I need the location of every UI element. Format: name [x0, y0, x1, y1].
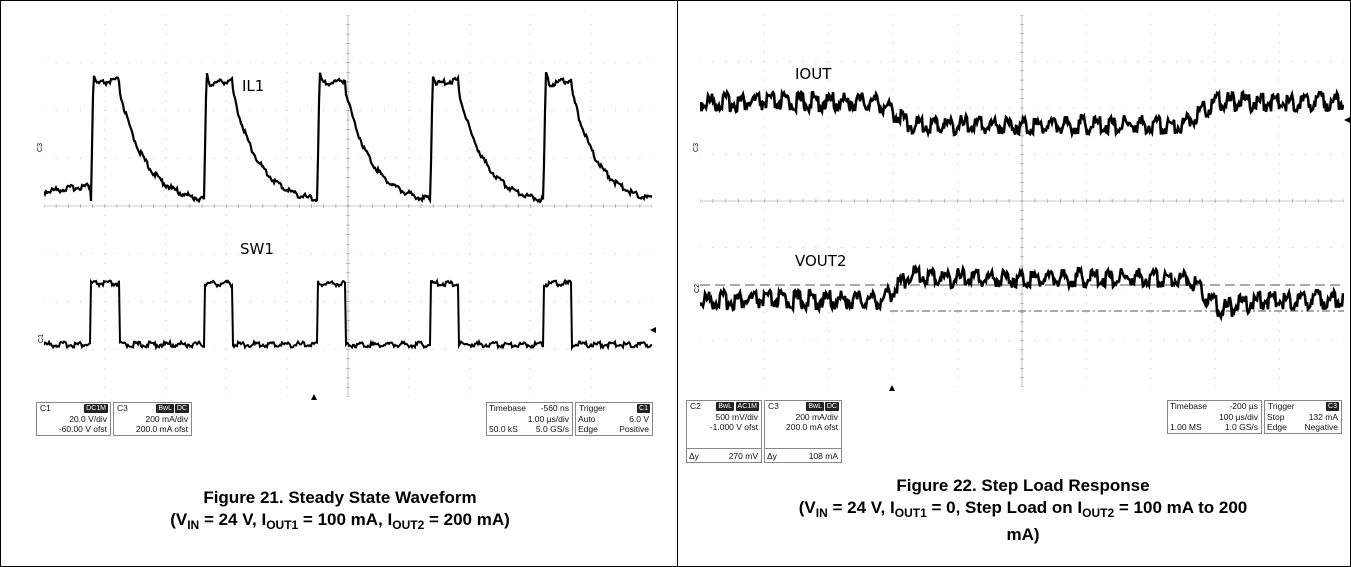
readout-ch2-name: C2 [690, 401, 701, 411]
figure-22: C3 C2 IOUT VOUT2 C2 BwL AC1M 500 mV/div … [678, 0, 1351, 567]
trigger-label: Trigger [579, 403, 606, 413]
readout-ch2-scale: 500 mV/div [715, 412, 758, 422]
readout-ch2-coupling: AC1M [735, 402, 759, 411]
trigger-source: C1 [637, 404, 650, 413]
trigger-slope: Negative [1304, 422, 1338, 432]
trigger-level-marker [650, 327, 656, 333]
timebase-sample-rate: 1.0 GS/s [1224, 422, 1258, 432]
trigger-source: C3 [1326, 402, 1339, 411]
readout-ch3-dy-label: Δy [767, 451, 777, 461]
readout-ch3-scale: 200 mA/div [145, 414, 188, 424]
timebase-value: -560 ns [540, 403, 569, 413]
timebase-samples: 50.0 kS [489, 424, 518, 434]
readout-ch2: C2 BwL AC1M 500 mV/div -1.000 V ofst Δy … [686, 400, 762, 463]
readout-ch1-name: C1 [40, 403, 51, 413]
readout-timebase: Timebase -200 µs 100 µs/div 1.00 MS 1.0 … [1167, 400, 1262, 434]
graticule [44, 15, 652, 397]
figure-22-conditions: (VIN = 24 V, IOUT1 = 0, Step Load on IOU… [798, 498, 1248, 520]
readout-ch1-coupling: DC1M [84, 404, 108, 413]
channel-marker-c3: C3 [692, 143, 700, 152]
trigger-mode: Auto [578, 414, 596, 424]
readout-ch3-bwl: BwL [156, 404, 174, 413]
scope-screen-fig21 [44, 15, 652, 397]
readout-ch3-dy-value: 108 mA [808, 451, 838, 461]
trigger-level: 6.0 V [629, 414, 649, 424]
column-divider [677, 0, 678, 567]
figure-21-conditions: (VIN = 24 V, IOUT1 = 100 mA, IOUT2 = 200… [170, 510, 510, 532]
readout-trigger: Trigger C3 Stop 132 mA Edge Negative [1264, 400, 1342, 434]
iout-trace [700, 88, 1344, 140]
trigger-mode: Stop [1267, 412, 1285, 422]
readout-ch2-offset: -1.000 V ofst [709, 422, 758, 432]
trace-label-il1: IL1 [242, 77, 265, 95]
figure-22-title: Figure 22. Step Load Response [896, 476, 1150, 495]
channel-marker-c3: C3 [36, 143, 44, 152]
readout-ch3-offset: 200.0 mA ofst [136, 424, 188, 434]
trigger-position-marker [311, 394, 317, 400]
readout-ch3-name: C3 [117, 403, 128, 413]
trigger-level: 132 mA [1308, 412, 1338, 422]
readout-ch2-dy-value: 270 mV [728, 451, 758, 461]
timebase-rate: 100 µs/div [1219, 412, 1258, 422]
vout2-trace [700, 263, 1344, 322]
sw1-trace [44, 278, 652, 352]
trigger-label: Trigger [1268, 401, 1295, 411]
figure-21-title: Figure 21. Steady State Waveform [203, 488, 477, 507]
readout-timebase: Timebase -560 ns 1.00 µs/div 50.0 kS 5.0… [486, 402, 573, 436]
figure-22-caption: Figure 22. Step Load Response (VIN = 24 … [718, 475, 1328, 546]
timebase-sample-rate: 5.0 GS/s [535, 424, 569, 434]
oscilloscope-plot-fig22 [700, 15, 1344, 387]
readout-ch1-offset: -60.00 V ofst [58, 424, 107, 434]
figure-21: C3 C1 IL1 SW1 C1 DC1M 20.0 V/div -60.00 … [36, 15, 656, 536]
readout-ch1: C1 DC1M 20.0 V/div -60.00 V ofst [36, 402, 111, 436]
readout-ch2-dy-label: Δy [689, 451, 699, 461]
readout-ch3-name: C3 [768, 401, 779, 411]
readout-ch3-coupling: DC [174, 404, 189, 413]
timebase-rate: 1.00 µs/div [527, 414, 569, 424]
timebase-label: Timebase [489, 403, 527, 413]
channel-marker-c1: C1 [37, 334, 45, 343]
graticule [700, 15, 1344, 387]
trigger-type: Edge [1267, 422, 1287, 432]
readout-ch3: C3 BwL DC 200 mA/div 200.0 mA ofst [113, 402, 192, 436]
timebase-value: -200 µs [1229, 401, 1258, 411]
readout-ch3: C3 BwL DC 200 mA/div 200.0 mA ofst Δy 10… [764, 400, 842, 463]
oscilloscope-plot-fig21 [44, 15, 652, 397]
scope-screen-fig22 [700, 15, 1344, 387]
readout-ch2-bwl: BwL [716, 402, 734, 411]
timebase-samples: 1.00 MS [1170, 422, 1202, 432]
trace-label-sw1: SW1 [240, 240, 274, 258]
readout-ch1-scale: 20.0 V/div [69, 414, 107, 424]
figure-21-caption: Figure 21. Steady State Waveform (VIN = … [60, 487, 620, 536]
trigger-level-marker [1344, 117, 1350, 123]
trigger-slope: Positive [619, 424, 649, 434]
readout-trigger: Trigger C1 Auto 6.0 V Edge Positive [575, 402, 653, 436]
trace-label-iout: IOUT [795, 65, 832, 83]
il1-trace [44, 71, 652, 204]
figure-22-conditions-cont: mA) [1006, 525, 1040, 544]
trigger-position-marker [889, 385, 895, 391]
trace-label-vout2: VOUT2 [795, 252, 847, 270]
readout-ch3-bwl: BwL [806, 402, 824, 411]
readout-ch3-offset: 200.0 mA ofst [786, 422, 838, 432]
readout-ch3-coupling: DC [824, 402, 839, 411]
trigger-type: Edge [578, 424, 598, 434]
timebase-label: Timebase [1170, 401, 1208, 411]
channel-marker-c2: C2 [693, 284, 701, 293]
readout-ch3-scale: 200 mA/div [795, 412, 838, 422]
